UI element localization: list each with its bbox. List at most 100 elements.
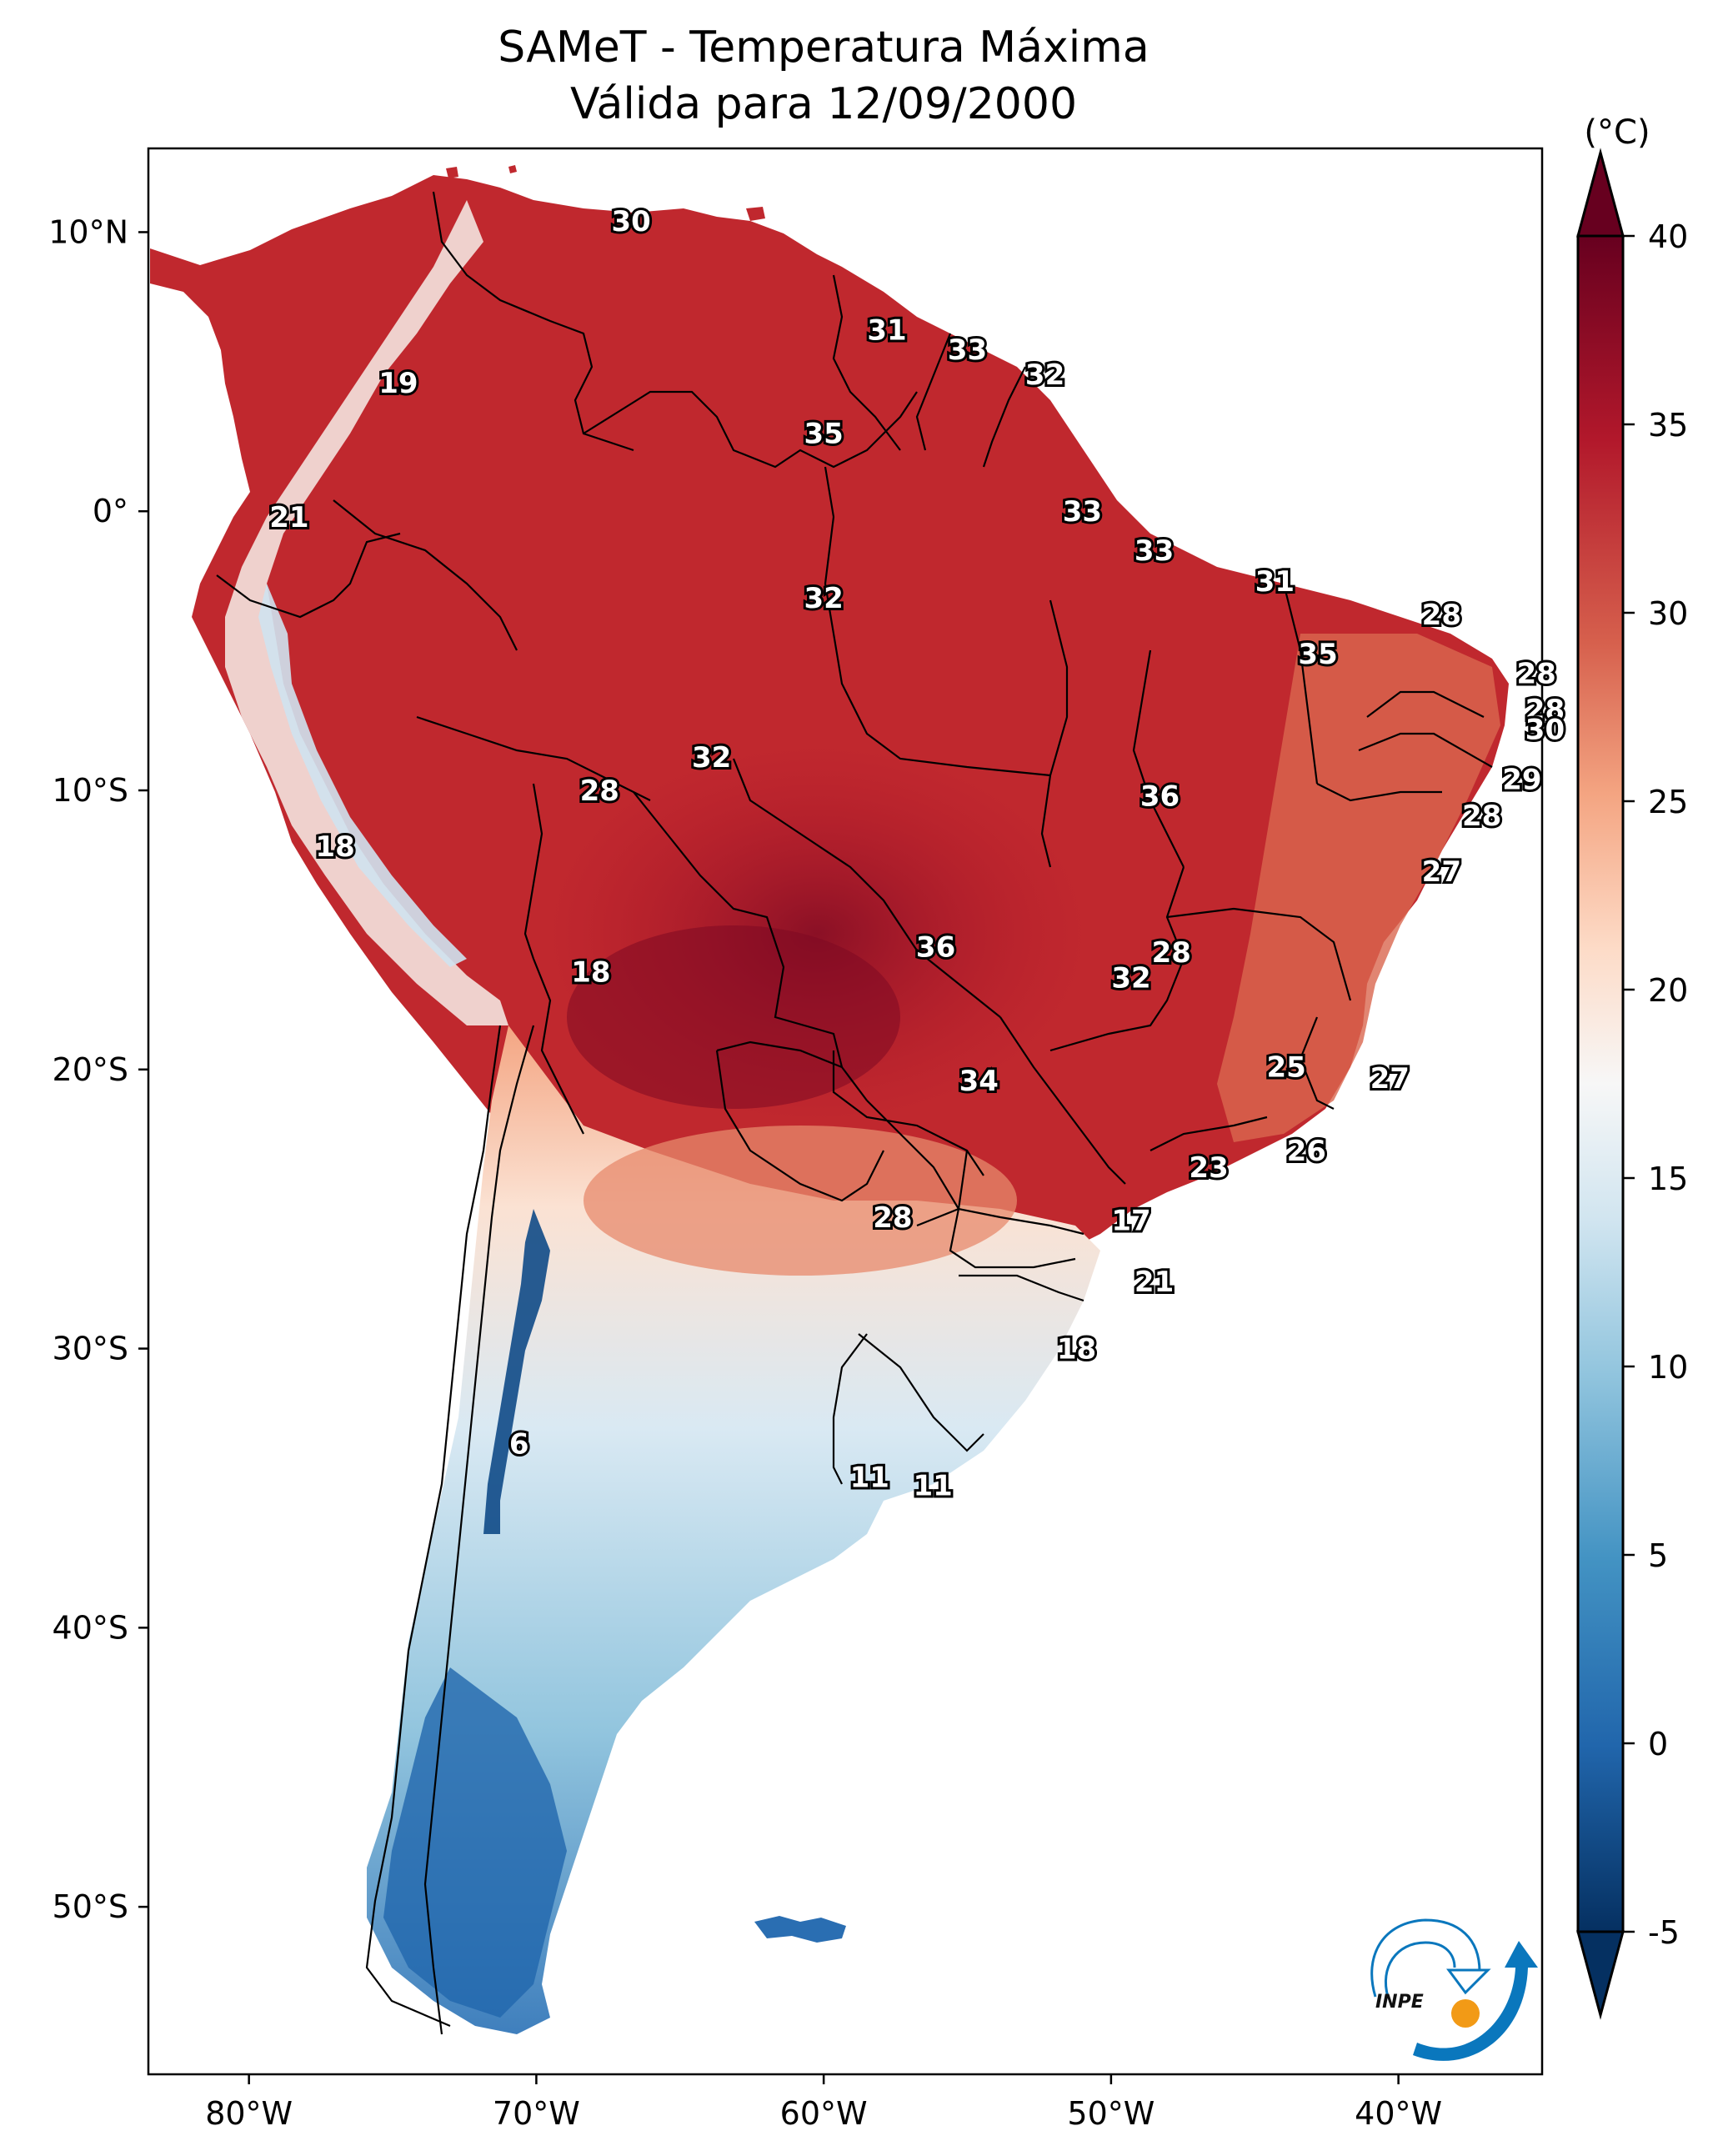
station-value-label: 30 (612, 205, 651, 238)
land-northeast-coast (1217, 634, 1500, 1142)
border-bolivia-paraguay (716, 1040, 868, 1101)
colorbar-ticks: -5 0 5 10 15 20 25 30 35 40 (1623, 218, 1688, 1951)
border-brazil-states-9 (949, 1150, 1076, 1269)
x-axis: 80°W 70°W 60°W 50°W 40°W (205, 2074, 1442, 2132)
logo-swirl-outer (1370, 1918, 1481, 1998)
inpe-logo: INPE (1370, 1918, 1538, 2061)
station-value-label: 18 (571, 956, 610, 990)
logo-arrow-down (1446, 1968, 1491, 1995)
station-value-label: 28 (1462, 800, 1501, 833)
falkland-islands (754, 1916, 846, 1943)
colorbar-tick-label: -5 (1648, 1914, 1680, 1951)
station-value-label: 31 (1255, 565, 1295, 599)
border-peru-bolivia (523, 783, 543, 960)
y-tick-label: 0° (93, 493, 128, 529)
border-chile-argentina (423, 1025, 535, 2035)
colorbar-tick-label: 40 (1648, 218, 1688, 255)
logo-swirl-inner (1384, 1941, 1456, 1998)
x-tick-label: 50°W (1067, 2095, 1155, 2132)
chart-subtitle: Válida para 12/09/2000 (569, 79, 1078, 129)
border-brazil-states-4 (1132, 649, 1185, 868)
logo-text: INPE (1375, 1992, 1424, 2013)
border-brazil-states-7 (832, 1050, 984, 1176)
x-tick-label: 40°W (1355, 2095, 1442, 2132)
y-tick-label: 30°S (53, 1331, 128, 1367)
andes-cold-ridge-south (483, 1209, 550, 1534)
station-value-label: 32 (1111, 961, 1150, 995)
station-value-label: 17 (1111, 1205, 1150, 1238)
y-tick-label: 50°S (53, 1888, 128, 1925)
station-value-label: 36 (916, 930, 955, 964)
colorbar-tick-label: 0 (1648, 1726, 1668, 1762)
station-value-label: 32 (692, 741, 731, 775)
station-value-label: 11 (850, 1462, 889, 1495)
y-tick-label: 40°S (53, 1609, 128, 1646)
border-colombia-venezuela (432, 191, 634, 452)
border-minas-bahia (1166, 907, 1352, 1001)
plot-frame (147, 147, 1544, 2076)
border-guyana (832, 274, 901, 451)
border-northeast-1 (1282, 583, 1319, 785)
station-value-label: 33 (948, 333, 987, 367)
station-value-label: 32 (804, 582, 843, 615)
x-tick-label: 70°W (493, 2095, 580, 2132)
station-value-label: 29 (1502, 764, 1541, 797)
border-paraguay-brazil (866, 1100, 959, 1210)
colorbar-body (1576, 234, 1625, 1933)
border-suriname (915, 333, 952, 451)
colorbar-tick-label: 10 (1648, 1349, 1688, 1386)
border-northeast-3 (1358, 732, 1493, 768)
station-value-label: 28 (1516, 657, 1555, 690)
station-value-label: 27 (1370, 1062, 1410, 1096)
x-tick-label: 60°W (780, 2095, 868, 2132)
station-value-label: 33 (1063, 495, 1102, 529)
logo-arrow-up (1413, 1941, 1538, 2061)
colorbar-extend-max (1576, 148, 1625, 238)
station-value-label: 30 (1525, 713, 1565, 746)
border-brazil-states-2 (732, 758, 1001, 1018)
colorbar-tick-label: 25 (1648, 784, 1688, 820)
station-value-label: 35 (804, 417, 843, 450)
andes-cool-ridge-north (225, 200, 508, 1025)
border-ecuador-peru (216, 532, 401, 619)
colorbar-tick-label: 30 (1648, 595, 1688, 632)
border-brazil-states-3 (1040, 599, 1069, 868)
colorbar: -5 0 5 10 15 20 25 30 35 40 (°C) (1576, 113, 1688, 2020)
station-value-label: 28 (580, 775, 619, 808)
colorbar-tick-label: 20 (1648, 972, 1688, 1009)
border-argentina-uruguay (832, 1333, 868, 1485)
station-value-label: 28 (1525, 694, 1565, 727)
land-south (367, 1025, 1100, 2034)
station-value-label: 26 (1287, 1135, 1326, 1168)
y-axis: 10°N 0° 10°S 20°S 30°S 40°S 50°S (48, 213, 148, 1925)
station-value-label: 6 (509, 1427, 529, 1461)
station-value-label: 32 (1025, 358, 1064, 392)
border-brazil-states-1 (824, 466, 1051, 777)
border-french-guiana (982, 366, 1026, 468)
station-value-label: 21 (269, 501, 308, 534)
border-bolivia-brazil (633, 791, 844, 1068)
border-rs-sc (959, 1274, 1084, 1302)
country-borders (216, 191, 1493, 2035)
station-value-label: 19 (378, 367, 418, 400)
y-tick-label: 10°S (53, 772, 128, 809)
station-value-label: 23 (1189, 1151, 1228, 1185)
station-value-label: 28 (1422, 599, 1461, 632)
y-tick-label: 10°N (48, 213, 128, 250)
station-value-label: 25 (1267, 1050, 1306, 1084)
chaco-warm-band (584, 1126, 1017, 1276)
border-northeast-2 (1366, 690, 1485, 718)
hot-core-bolivia (567, 925, 900, 1109)
border-colombia-peru (333, 499, 518, 651)
station-value-label: 18 (1057, 1333, 1096, 1366)
station-value-label: 33 (1134, 534, 1174, 568)
station-value-label: 31 (867, 314, 906, 348)
border-brazil-states-8 (916, 1207, 1084, 1236)
station-value-label: 36 (1140, 780, 1180, 814)
station-value-label: 34 (959, 1065, 999, 1098)
land-north (150, 175, 1509, 1251)
andes-blue-patches (258, 584, 467, 967)
station-value-label: 28 (873, 1201, 912, 1235)
border-rio-sp (1150, 1116, 1268, 1151)
